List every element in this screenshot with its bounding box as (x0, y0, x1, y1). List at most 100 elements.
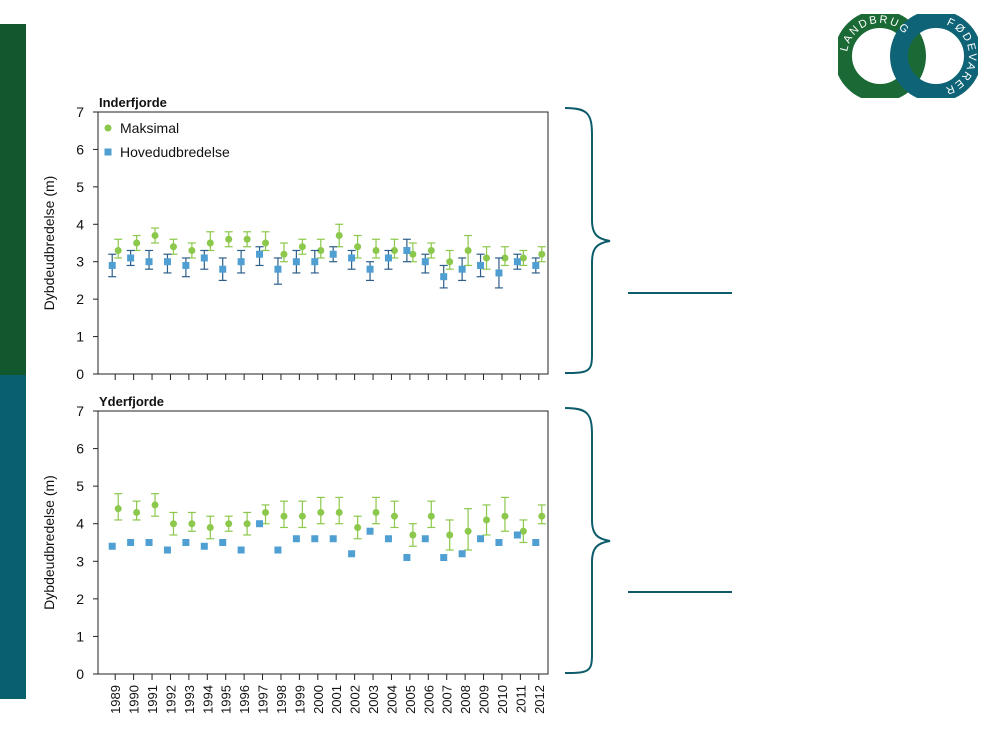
y-tick-label: 2 (76, 291, 84, 307)
data-point-maksimal (298, 243, 306, 251)
x-tick-label: 2010 (495, 685, 510, 714)
y-tick-label: 1 (76, 329, 84, 345)
data-point-maksimal (427, 246, 435, 254)
data-point-maksimal (501, 512, 509, 520)
data-point-hovedudbredelse (458, 265, 466, 273)
data-point-hovedudbredelse (237, 546, 245, 554)
legend-marker-maksimal (104, 124, 112, 132)
x-tick-label: 2012 (532, 685, 547, 714)
x-tick-label: 1992 (163, 685, 178, 714)
data-point-maksimal (354, 523, 362, 531)
data-point-maksimal (243, 235, 251, 243)
data-point-hovedudbredelse (274, 265, 282, 273)
data-point-maksimal (317, 508, 325, 516)
data-point-maksimal (262, 239, 270, 247)
data-point-maksimal (372, 508, 380, 516)
data-point-maksimal (188, 520, 196, 528)
data-point-hovedudbredelse (256, 250, 264, 258)
green-side-bar (0, 24, 26, 375)
data-point-maksimal (519, 254, 527, 262)
data-point-hovedudbredelse (311, 258, 319, 266)
landbrug-fodevarer-logo-icon: LANDBRUG FØDEVARER (838, 14, 978, 98)
data-point-maksimal (501, 254, 509, 262)
y-tick-label: 1 (76, 628, 84, 644)
data-point-hovedudbredelse (477, 261, 485, 269)
x-tick-label: 1997 (256, 685, 271, 714)
summary-line-top (628, 292, 732, 294)
data-point-maksimal (390, 246, 398, 254)
data-point-maksimal (483, 516, 491, 524)
data-point-hovedudbredelse (127, 539, 135, 546)
x-tick-label: 1990 (127, 685, 142, 714)
chart-title: Inderfjorde (99, 95, 167, 110)
data-point-hovedudbredelse (219, 265, 227, 273)
data-point-hovedudbredelse (458, 550, 466, 558)
data-point-hovedudbredelse (108, 542, 116, 550)
data-point-hovedudbredelse (182, 261, 190, 269)
x-tick-label: 2003 (366, 685, 381, 714)
x-tick-label: 1993 (182, 685, 197, 714)
data-point-maksimal (206, 523, 214, 531)
data-point-hovedudbredelse (532, 539, 540, 546)
data-point-hovedudbredelse (163, 546, 171, 554)
data-point-maksimal (335, 508, 343, 516)
data-point-hovedudbredelse (311, 535, 319, 543)
y-tick-label: 0 (76, 366, 84, 382)
data-point-maksimal (538, 512, 546, 520)
data-point-hovedudbredelse (421, 258, 429, 266)
x-tick-label: 2005 (403, 685, 418, 714)
data-point-maksimal (317, 246, 325, 254)
data-point-maksimal (225, 520, 233, 528)
data-point-maksimal (151, 232, 159, 240)
x-tick-label: 2011 (513, 685, 528, 713)
data-point-maksimal (114, 505, 122, 513)
data-point-hovedudbredelse (384, 535, 392, 543)
y-axis-label: Dybdeudbredelse (m) (41, 475, 57, 610)
data-point-maksimal (446, 531, 454, 539)
data-point-hovedudbredelse (348, 254, 356, 262)
data-point-hovedudbredelse (495, 269, 503, 277)
data-point-maksimal (225, 235, 233, 243)
data-point-hovedudbredelse (145, 258, 153, 266)
data-point-hovedudbredelse (366, 527, 374, 535)
data-point-hovedudbredelse (200, 542, 208, 550)
data-point-maksimal (280, 512, 288, 520)
x-tick-label: 1996 (237, 685, 252, 714)
x-tick-label: 1989 (108, 685, 123, 714)
data-point-maksimal (464, 246, 472, 254)
x-tick-label: 2006 (421, 685, 436, 714)
data-point-maksimal (206, 239, 214, 247)
legend-label: Hovedudbredelse (120, 144, 230, 160)
data-point-hovedudbredelse (421, 535, 429, 543)
data-point-maksimal (298, 512, 306, 520)
data-point-maksimal (243, 520, 251, 528)
data-point-hovedudbredelse (200, 254, 208, 262)
data-point-maksimal (151, 501, 159, 509)
x-tick-label: 1999 (292, 685, 307, 714)
y-tick-label: 3 (76, 254, 84, 270)
chart-title: Yderfjorde (99, 394, 164, 409)
y-tick-label: 4 (76, 216, 84, 232)
data-point-maksimal (390, 512, 398, 520)
data-point-hovedudbredelse (182, 539, 190, 546)
x-tick-label: 1991 (145, 685, 160, 714)
x-tick-label: 2004 (384, 685, 399, 714)
data-point-hovedudbredelse (329, 250, 337, 258)
data-point-maksimal (188, 246, 196, 254)
data-point-maksimal (133, 239, 141, 247)
data-point-hovedudbredelse (477, 535, 485, 543)
data-point-maksimal (409, 531, 417, 539)
data-point-hovedudbredelse (163, 258, 171, 266)
data-point-maksimal (114, 246, 122, 254)
data-point-maksimal (133, 508, 141, 516)
plot-frame (97, 111, 549, 375)
x-tick-label: 1994 (200, 685, 215, 714)
legend-marker-hovedudbredelse (104, 148, 112, 156)
data-point-maksimal (519, 527, 527, 535)
brace-top (564, 107, 611, 374)
x-tick-label: 2002 (348, 685, 363, 714)
y-tick-label: 6 (76, 141, 84, 157)
data-point-maksimal (169, 243, 177, 251)
data-point-hovedudbredelse (237, 258, 245, 266)
